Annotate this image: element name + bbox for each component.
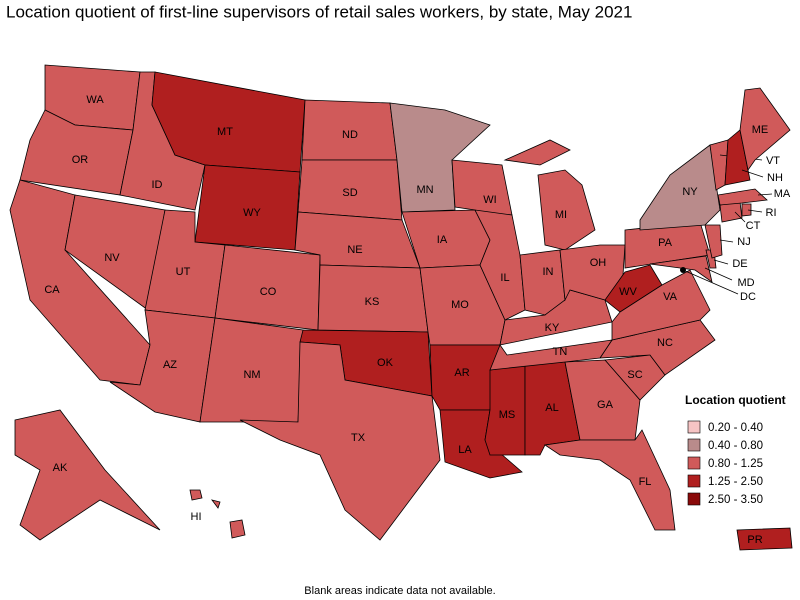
state-shape	[14, 409, 161, 541]
state-shape	[229, 519, 246, 539]
state-label: IL	[500, 272, 509, 284]
state-label: MO	[451, 299, 469, 311]
state-label: WA	[86, 94, 104, 106]
leader-line	[734, 211, 746, 223]
state-label: MA	[774, 188, 791, 200]
state-label: GA	[597, 399, 614, 411]
legend-swatch	[687, 438, 701, 452]
legend-label: 0.20 - 0.40	[708, 422, 763, 434]
leader-line	[704, 267, 733, 281]
state-label: ID	[152, 179, 163, 191]
map-title: Location quotient of first-line supervis…	[6, 2, 632, 21]
state-label: MS	[499, 409, 516, 421]
state-shape	[649, 255, 713, 283]
legend-label: 2.50 - 3.50	[708, 494, 763, 506]
state-label: AK	[53, 462, 68, 474]
state-label: HI	[191, 511, 202, 523]
state-label: WI	[483, 194, 496, 206]
legend-swatch	[687, 474, 701, 488]
state-label: IA	[437, 234, 448, 246]
state-label: NH	[767, 172, 783, 184]
state-label: AR	[454, 367, 469, 379]
legend-swatch	[687, 456, 701, 470]
state-label: CO	[260, 286, 277, 298]
state-label: SD	[342, 187, 357, 199]
state-label: VT	[766, 155, 780, 167]
state-shape	[639, 144, 721, 231]
state-label: WY	[243, 207, 261, 219]
state-label: KY	[545, 322, 560, 334]
state-shape	[519, 249, 566, 316]
state-shape	[189, 489, 203, 501]
state-label: NJ	[737, 236, 750, 248]
state-label: MD	[737, 277, 754, 289]
state-label: NY	[682, 186, 698, 198]
state-shape	[211, 499, 221, 509]
state-label: WV	[619, 286, 637, 298]
state-label: CT	[746, 220, 761, 232]
legend-title: Location quotient	[685, 393, 786, 407]
state-label: OK	[377, 357, 394, 369]
state-label: MI	[555, 209, 567, 221]
state-label: OH	[590, 257, 607, 269]
state-shape	[704, 224, 723, 259]
state-label: NE	[347, 244, 362, 256]
state-label: UT	[176, 266, 191, 278]
state-shape	[611, 269, 711, 341]
state-label: NV	[104, 252, 120, 264]
leader-line	[682, 269, 739, 295]
state-shape	[489, 339, 613, 371]
state-label: MN	[416, 184, 433, 196]
state-label: OR	[72, 154, 89, 166]
state-label: ND	[342, 129, 358, 141]
state-shape	[717, 188, 768, 206]
state-shape	[239, 341, 441, 541]
legend-swatch	[687, 420, 701, 434]
leader-line	[757, 193, 773, 196]
state-label: VA	[663, 291, 678, 303]
leader-line	[741, 169, 764, 178]
state-label: TX	[351, 432, 366, 444]
state-label: RI	[766, 207, 777, 219]
leader-line	[747, 209, 763, 213]
state-label: DC	[740, 291, 756, 303]
state-label: PA	[658, 237, 673, 249]
state-shape	[604, 264, 663, 313]
state-label: KS	[365, 296, 380, 308]
state-label: NM	[243, 369, 260, 381]
legend-swatch	[687, 492, 701, 506]
leader-line	[713, 259, 729, 265]
state-label: FL	[639, 476, 652, 488]
state-label: MT	[217, 126, 233, 138]
state-label: LA	[458, 444, 472, 456]
state-shape	[736, 527, 793, 551]
state-shape	[739, 87, 791, 171]
leader-line	[719, 239, 734, 243]
state-shape	[741, 203, 752, 217]
state-label: CA	[44, 284, 60, 296]
state-shape	[503, 139, 571, 166]
state-label: PR	[747, 534, 762, 546]
legend-label: 0.40 - 0.80	[708, 440, 763, 452]
state-label: AZ	[163, 359, 177, 371]
state-label: SC	[627, 369, 642, 381]
state-shape	[564, 359, 641, 441]
footnote: Blank areas indicate data not available.	[304, 585, 495, 597]
state-label: TN	[553, 346, 568, 358]
state-shape	[543, 429, 676, 531]
state-label: NC	[657, 337, 673, 349]
legend-label: 1.25 - 2.50	[708, 476, 763, 488]
state-label: AL	[545, 402, 558, 414]
state-shape	[724, 129, 751, 186]
legend-label: 0.80 - 1.25	[708, 458, 763, 470]
state-label: ME	[752, 124, 769, 136]
state-label: DE	[732, 258, 747, 270]
state-label: IN	[543, 266, 554, 278]
state-shape	[537, 169, 596, 251]
state-shape	[474, 209, 526, 321]
